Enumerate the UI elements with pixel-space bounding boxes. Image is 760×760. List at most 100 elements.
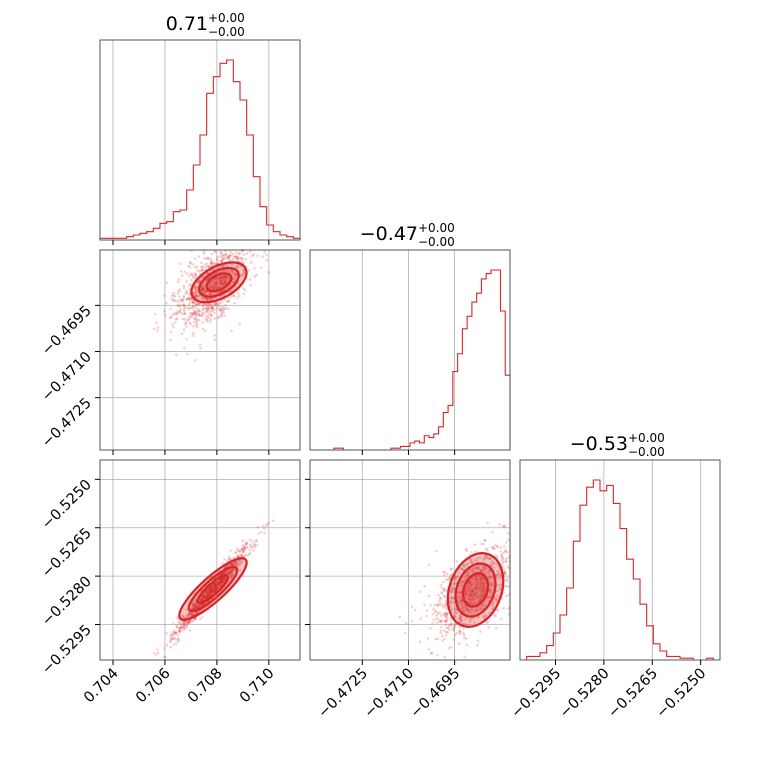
sample-point bbox=[195, 320, 199, 324]
density-contour-0 bbox=[178, 557, 248, 621]
sample-point bbox=[221, 265, 225, 268]
sample-point bbox=[442, 604, 446, 607]
sample-point bbox=[444, 623, 448, 627]
sample-point bbox=[221, 257, 225, 261]
sample-point bbox=[183, 322, 187, 326]
sample-point bbox=[186, 307, 189, 310]
sample-point bbox=[236, 554, 240, 558]
sample-point bbox=[226, 571, 229, 575]
sample-point bbox=[504, 585, 508, 588]
sample-point bbox=[450, 608, 454, 611]
sample-point bbox=[450, 622, 454, 625]
sample-point bbox=[219, 276, 223, 280]
sample-point bbox=[484, 571, 488, 574]
sample-point bbox=[210, 252, 214, 256]
sample-point bbox=[435, 549, 438, 553]
density-contour-2 bbox=[205, 272, 233, 293]
sample-point bbox=[177, 289, 181, 293]
sample-point bbox=[458, 631, 461, 635]
sample-point bbox=[213, 585, 217, 588]
sample-point bbox=[253, 543, 256, 546]
sample-point bbox=[475, 575, 478, 579]
histogram-param-1 bbox=[310, 269, 511, 451]
sample-point bbox=[209, 587, 212, 591]
density-contour-0 bbox=[190, 261, 248, 304]
sample-point bbox=[234, 273, 238, 277]
sample-point bbox=[475, 566, 479, 569]
sample-point bbox=[481, 589, 485, 592]
sample-point bbox=[182, 294, 186, 298]
sample-point bbox=[439, 602, 442, 605]
density-contour-1 bbox=[454, 562, 497, 618]
sample-point bbox=[176, 292, 180, 295]
sample-point bbox=[193, 309, 197, 313]
sample-point bbox=[205, 272, 209, 276]
sample-point bbox=[455, 632, 459, 635]
sample-point bbox=[210, 306, 214, 310]
sample-point bbox=[211, 285, 214, 289]
sample-point bbox=[478, 580, 482, 584]
sample-point bbox=[206, 589, 210, 593]
sample-point bbox=[212, 589, 215, 592]
sample-point bbox=[212, 584, 215, 588]
sample-point bbox=[436, 603, 440, 607]
sample-point bbox=[457, 571, 460, 575]
sample-point bbox=[187, 296, 191, 299]
sample-point bbox=[204, 590, 208, 594]
sample-point bbox=[182, 304, 186, 307]
sample-point bbox=[217, 315, 221, 319]
sample-point bbox=[183, 624, 186, 627]
sample-point bbox=[188, 620, 192, 623]
sample-point bbox=[482, 584, 486, 588]
sample-point bbox=[474, 568, 477, 571]
sample-point bbox=[505, 541, 508, 544]
sample-point bbox=[458, 597, 462, 601]
sample-point bbox=[453, 576, 457, 579]
scatter-panel-2-0 bbox=[152, 519, 275, 659]
sample-point bbox=[479, 584, 483, 587]
sample-point bbox=[484, 555, 487, 558]
sample-point bbox=[194, 293, 197, 296]
sample-point bbox=[500, 617, 503, 621]
sample-point bbox=[183, 306, 187, 309]
sample-point bbox=[213, 303, 217, 307]
sample-point bbox=[211, 305, 215, 309]
sample-point bbox=[242, 545, 246, 548]
sample-point bbox=[187, 274, 191, 278]
sample-point bbox=[480, 604, 484, 608]
sample-point bbox=[194, 324, 198, 327]
sample-point bbox=[267, 271, 271, 274]
sample-point bbox=[223, 578, 226, 582]
sample-point bbox=[195, 306, 198, 310]
sample-point bbox=[456, 591, 460, 594]
sample-point bbox=[235, 257, 239, 261]
sample-point bbox=[504, 549, 507, 552]
sample-point bbox=[231, 280, 234, 284]
sample-point bbox=[479, 577, 483, 580]
sample-point bbox=[439, 619, 443, 622]
sample-point bbox=[483, 589, 486, 592]
sample-point bbox=[479, 594, 483, 598]
sample-point bbox=[204, 595, 207, 599]
sample-point bbox=[208, 587, 212, 591]
sample-point bbox=[440, 591, 443, 594]
sample-point bbox=[169, 338, 172, 342]
sample-point bbox=[221, 276, 224, 280]
sample-point bbox=[195, 294, 198, 298]
sample-point bbox=[474, 557, 478, 561]
sample-point bbox=[228, 259, 231, 262]
sample-point bbox=[194, 319, 198, 322]
sample-point bbox=[238, 562, 242, 565]
sample-point bbox=[469, 588, 473, 592]
sample-point bbox=[499, 550, 502, 553]
sample-point bbox=[449, 591, 453, 594]
y-tick-label: −0.5280 bbox=[39, 574, 95, 630]
sample-point bbox=[228, 571, 232, 574]
sample-point bbox=[454, 578, 457, 582]
sample-point bbox=[444, 599, 448, 603]
sample-point bbox=[237, 554, 240, 557]
sample-point bbox=[242, 292, 246, 296]
x-tick-label: 0.710 bbox=[237, 666, 278, 707]
sample-point bbox=[221, 253, 224, 256]
sample-point bbox=[240, 547, 244, 551]
